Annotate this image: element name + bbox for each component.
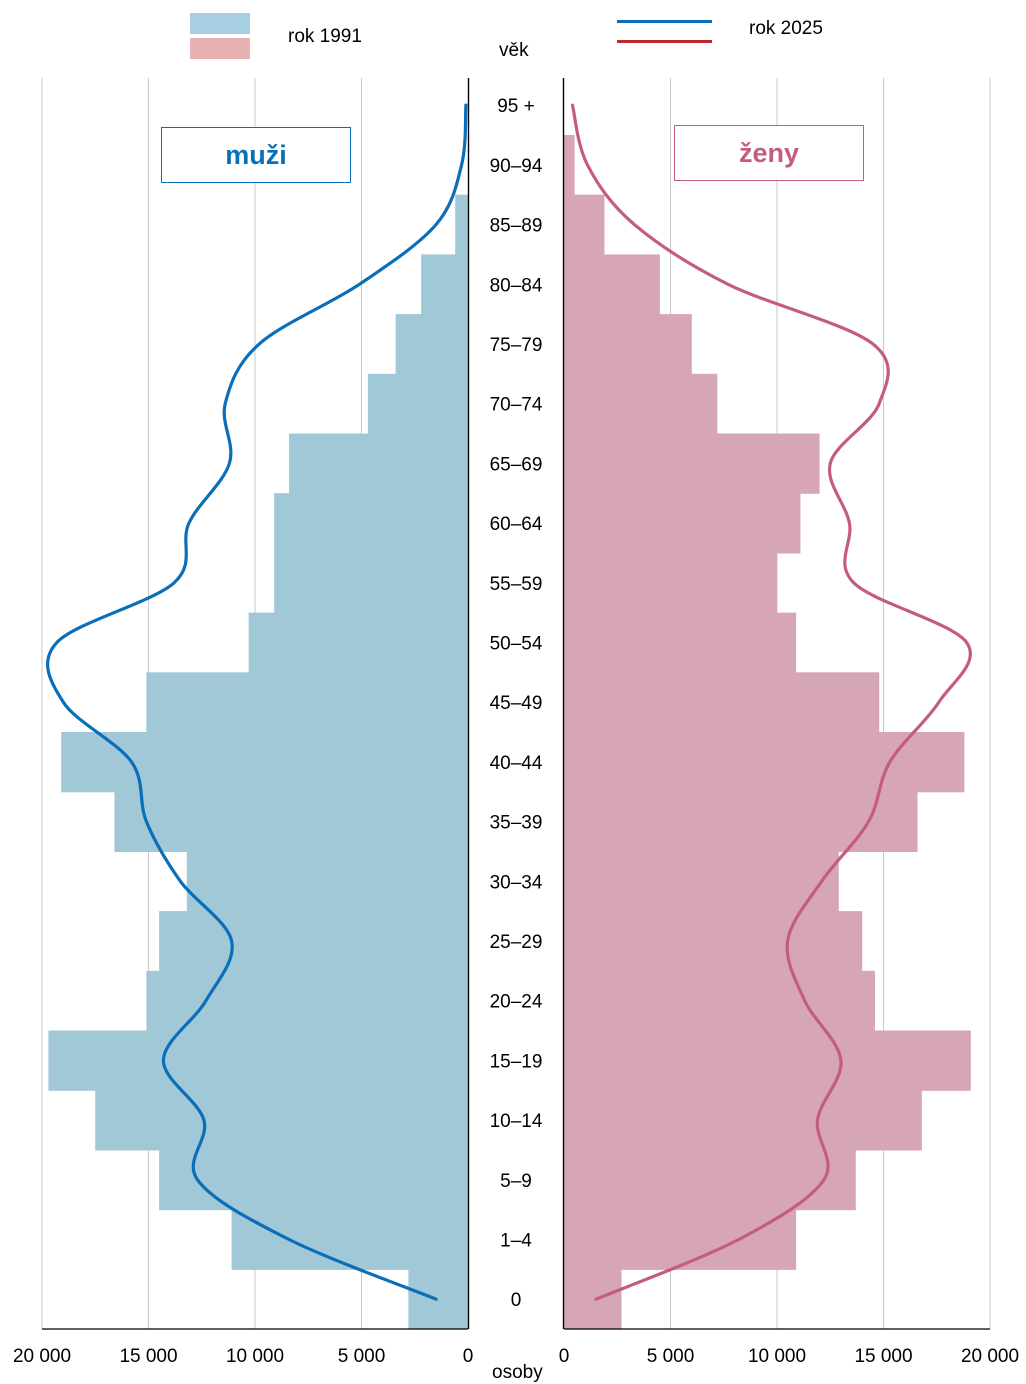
bar-men-1991-7 [186, 851, 468, 912]
bar-men-1991-9 [61, 732, 469, 793]
tick-label-right-3: 15 000 [854, 1346, 912, 1367]
tick-label-right-4: 20 000 [961, 1346, 1019, 1367]
bar-men-1991-15 [367, 373, 468, 435]
line-women-2025 [570, 103, 972, 1301]
bar-women-1991-11 [564, 612, 797, 673]
age-label-1: 1–4 [500, 1230, 532, 1251]
bar-men-1991-11 [248, 612, 468, 673]
age-label-7: 30–34 [490, 872, 543, 893]
age-label-2: 5–9 [500, 1171, 532, 1192]
age-label-5: 20–24 [490, 992, 543, 1013]
bar-men-1991-13 [274, 493, 468, 554]
tick-label-left-3: 15 000 [119, 1346, 177, 1367]
line-men-2025 [46, 103, 468, 1301]
tick-label-right-2: 10 000 [748, 1346, 806, 1367]
legend-swatch-1991-men [190, 13, 250, 34]
age-label-19: 90–94 [490, 156, 543, 177]
bar-men-1991-1 [231, 1209, 468, 1270]
bar-women-1991-19 [564, 135, 575, 196]
bar-men-1991-10 [146, 672, 468, 733]
bar-women-1991-8 [564, 791, 918, 852]
legend-label-2025: rok 2025 [749, 18, 823, 39]
tick-label-right-0: 0 [559, 1346, 570, 1367]
bars-1991 [48, 135, 971, 1330]
age-label-0: 0 [511, 1290, 522, 1311]
age-label-17: 80–84 [490, 275, 543, 296]
bar-men-1991-12 [274, 552, 468, 614]
age-label-12: 55–59 [490, 574, 543, 595]
legend-line-2025-men [617, 20, 712, 23]
bar-women-1991-14 [564, 433, 820, 494]
bar-women-1991-16 [564, 314, 692, 375]
tick-label-left-1: 5 000 [338, 1346, 386, 1367]
bar-women-1991-18 [564, 194, 605, 255]
bar-women-1991-6 [564, 911, 863, 972]
legend-label-1991: rok 1991 [288, 26, 362, 47]
bar-women-1991-13 [564, 493, 801, 554]
bar-men-1991-17 [421, 254, 468, 315]
bar-men-1991-14 [289, 433, 468, 494]
bar-men-1991-18 [455, 194, 468, 255]
bar-men-1991-3 [95, 1090, 468, 1151]
bar-women-1991-1 [564, 1209, 797, 1270]
tick-label-left-0: 0 [463, 1346, 474, 1367]
men-box: muži [161, 127, 351, 183]
age-label-6: 25–29 [490, 932, 543, 953]
tick-label-right-1: 5 000 [647, 1346, 695, 1367]
age-label-11: 50–54 [490, 633, 543, 654]
bar-women-1991-9 [564, 732, 965, 793]
bar-men-1991-4 [48, 1030, 468, 1091]
bar-men-1991-2 [159, 1149, 468, 1211]
bar-women-1991-4 [564, 1030, 971, 1091]
age-label-16: 75–79 [490, 335, 543, 356]
women-box: ženy [674, 125, 864, 181]
age-label-9: 40–44 [490, 753, 543, 774]
age-label-14: 65–69 [490, 454, 543, 475]
tick-label-left-4: 20 000 [13, 1346, 71, 1367]
legend-swatch-1991-women [190, 38, 250, 59]
age-label-8: 35–39 [490, 813, 543, 834]
legend-line-2025-women [617, 40, 712, 43]
bar-women-1991-7 [564, 851, 839, 912]
age-label-18: 85–89 [490, 216, 543, 237]
bar-men-1991-6 [159, 911, 468, 972]
x-axis-title: osoby [492, 1362, 543, 1383]
bar-women-1991-17 [564, 254, 660, 315]
bar-men-1991-5 [146, 970, 468, 1032]
age-label-4: 15–19 [490, 1051, 543, 1072]
age-label-20: 95 + [497, 96, 535, 117]
bar-men-1991-0 [408, 1269, 468, 1330]
bar-women-1991-12 [564, 552, 777, 614]
bar-women-1991-5 [564, 970, 875, 1032]
labels: 0 1–4 5–9 10–14 15–19 20–24 25–29 30–34 35–39 40–… [13, 96, 1019, 1367]
axes [42, 78, 990, 1330]
age-label-10: 45–49 [490, 693, 543, 714]
tick-label-left-2: 10 000 [226, 1346, 284, 1367]
bar-men-1991-16 [395, 314, 468, 375]
bar-men-1991-8 [114, 791, 469, 852]
age-axis-title: věk [499, 40, 529, 61]
bar-women-1991-2 [564, 1149, 856, 1211]
bar-women-1991-15 [564, 373, 718, 435]
age-label-13: 60–64 [490, 514, 543, 535]
lines-2025 [46, 103, 972, 1301]
age-label-15: 70–74 [490, 395, 543, 416]
bar-women-1991-0 [564, 1269, 622, 1330]
age-label-3: 10–14 [490, 1111, 543, 1132]
bar-women-1991-3 [564, 1090, 922, 1151]
bar-women-1991-10 [564, 672, 880, 733]
